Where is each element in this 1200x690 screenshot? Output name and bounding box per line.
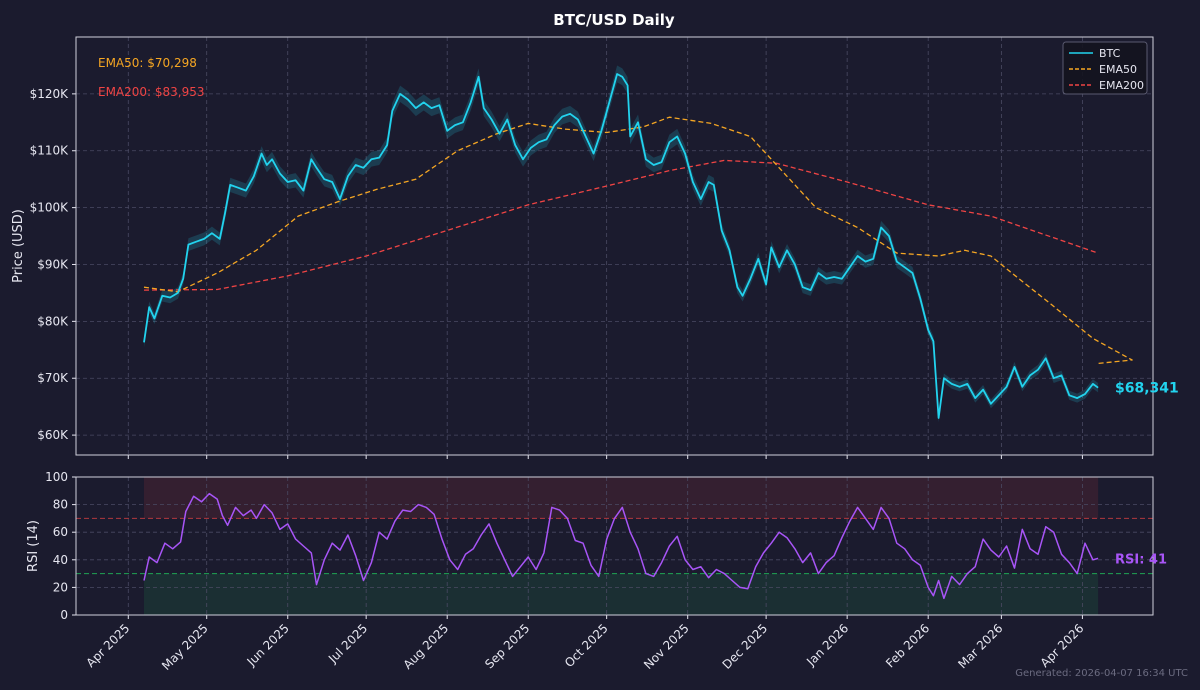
price-y-tick-label: $70K (37, 371, 69, 385)
x-tick-label: Mar 2026 (955, 621, 1005, 671)
legend-label-ema50: EMA50 (1099, 63, 1137, 76)
price-y-tick-label: $120K (30, 87, 70, 101)
rsi-plot-area (76, 477, 1153, 615)
x-tick-label: Feb 2026 (883, 621, 932, 670)
price-plot-area (76, 37, 1153, 455)
btc-last-price-label: $68,341 (1115, 381, 1179, 397)
price-y-tick-label: $100K (30, 201, 70, 215)
rsi-y-tick-label: 100 (45, 470, 68, 484)
chart-title: BTC/USD Daily (553, 11, 675, 29)
x-tick-label: Dec 2025 (720, 621, 771, 672)
legend-label-btc: BTC (1099, 47, 1121, 60)
x-tick-label: Jan 2026 (803, 621, 851, 669)
rsi-axes-frame (75, 476, 1154, 616)
x-tick-label: Sep 2025 (482, 621, 532, 671)
price-y-tick-label: $60K (37, 428, 69, 442)
rsi-y-tick-label: 0 (60, 608, 68, 622)
rsi-y-axis-label: RSI (14) (26, 520, 41, 572)
ema50-value-label: EMA50: $70,298 (98, 56, 197, 70)
legend-box (1062, 41, 1148, 95)
price-y-axis-label: Price (USD) (11, 209, 26, 283)
price-y-tick-label: $80K (37, 314, 69, 328)
rsi-y-tick-label: 60 (53, 525, 68, 539)
x-tick-label: Jul 2025 (325, 621, 370, 666)
x-tick-label: Jun 2025 (244, 621, 292, 669)
x-tick-label: Apr 2025 (84, 621, 133, 670)
x-tick-label: Nov 2025 (641, 621, 692, 672)
price-y-tick-label: $90K (37, 257, 69, 271)
price-y-tick-label: $110K (30, 144, 70, 158)
legend-label-ema200: EMA200 (1099, 79, 1144, 92)
series-line-ema200 (143, 159, 1099, 291)
x-tick-label: May 2025 (159, 621, 211, 673)
series-line-btc (143, 73, 1099, 419)
rsi-last-value-label: RSI: 41 (1115, 552, 1167, 567)
rsi-y-tick-label: 20 (53, 580, 68, 594)
x-tick-label: Apr 2026 (1038, 621, 1087, 670)
footer-timestamp: Generated: 2026-04-07 16:34 UTC (1015, 668, 1188, 679)
rsi-y-tick-label: 40 (53, 553, 68, 567)
price-axes-frame (75, 36, 1154, 456)
x-tick-label: Aug 2025 (401, 621, 452, 672)
rsi-overbought-zone (143, 477, 1099, 519)
rsi-y-tick-label: 80 (53, 498, 68, 512)
ema200-value-label: EMA200: $83,953 (98, 85, 205, 99)
btc-range-band (143, 65, 1099, 423)
x-tick-label: Oct 2025 (562, 621, 611, 670)
series-line-rsi (143, 492, 1099, 600)
series-line-ema50 (143, 116, 1133, 365)
